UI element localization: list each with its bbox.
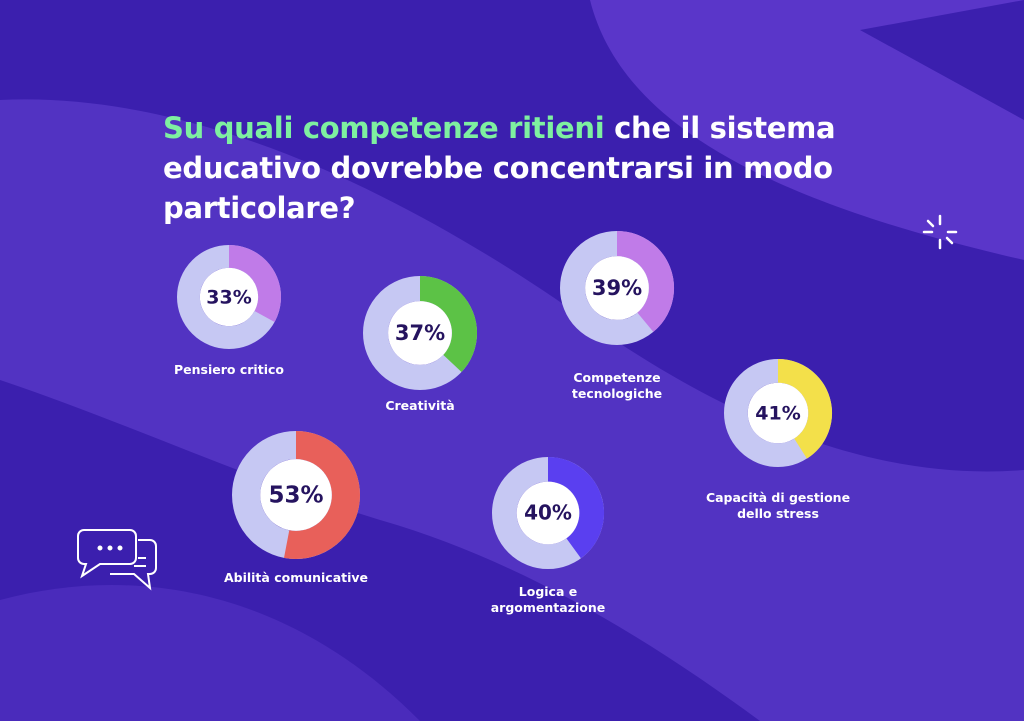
title-highlight: Su quali competenze ritieni <box>163 111 605 145</box>
category-label: Competenze tecnologiche <box>571 370 663 401</box>
percent-label: 41% <box>755 403 800 425</box>
donut-chart: 41% <box>724 359 832 467</box>
donut-hole <box>747 382 809 444</box>
donut-segment <box>616 231 674 332</box>
donut-chart: 37% <box>363 276 477 390</box>
donut-chart: 33% <box>176 244 282 350</box>
category-label: Capacità di gestione dello stress <box>705 490 851 521</box>
category-label: Abilità comunicative <box>223 570 369 585</box>
donut-segment <box>284 431 360 559</box>
donut-segment <box>777 359 832 459</box>
title: Su quali competenze ritieni che il siste… <box>163 108 843 228</box>
category-label: Logica e argomentazione <box>490 584 606 615</box>
donut-hole <box>260 459 332 531</box>
category-label: Creatività <box>385 398 455 413</box>
donut-segment <box>547 457 604 559</box>
donut-hole <box>585 256 649 320</box>
chat-icon <box>77 529 157 591</box>
category-label: Pensiero critico <box>174 362 284 377</box>
donut-chart: 40% <box>491 456 605 570</box>
percent-label: 33% <box>206 287 251 309</box>
donut-hole <box>388 301 452 365</box>
donut-segment <box>419 276 477 373</box>
percent-label: 53% <box>268 483 323 509</box>
sparkle <box>922 214 958 250</box>
donut-chart: 53% <box>232 431 360 559</box>
percent-label: 37% <box>395 321 445 345</box>
title-rest: che il sistema educativo dovrebbe concen… <box>163 111 836 225</box>
donut-chart: 39% <box>560 231 674 345</box>
donut-hole <box>516 481 580 545</box>
donut-hole <box>199 267 259 327</box>
percent-label: 40% <box>524 501 572 525</box>
percent-label: 39% <box>592 276 642 300</box>
donut-segment <box>228 245 281 323</box>
